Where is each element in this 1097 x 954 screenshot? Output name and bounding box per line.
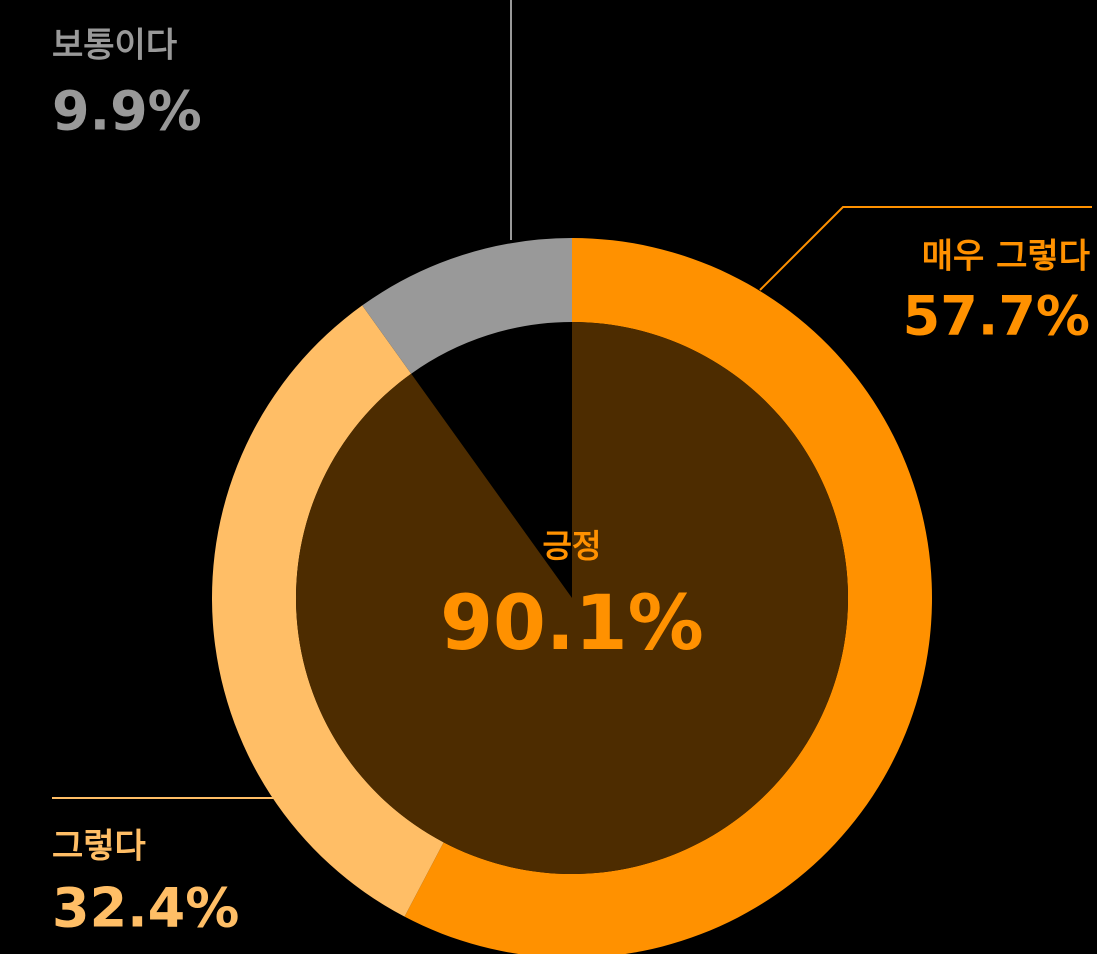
center-label: 긍정 [543, 527, 602, 565]
value-label: 57.7% [903, 285, 1090, 348]
labels: 매우 그렇다 57.7% 그렇다 32.4% 보통이다 9.9% 긍정 90.1% [52, 26, 1090, 940]
value-label: 32.4% [52, 877, 239, 940]
leader-line [759, 206, 1092, 291]
donut-segment [362, 238, 572, 374]
value-label: 9.9% [52, 80, 202, 143]
donut-segment [211, 305, 444, 917]
donut-segment [404, 238, 933, 954]
legend-label: 보통이다 [52, 26, 177, 66]
legend-label: 매우 그렇다 [922, 237, 1090, 277]
positive-sector [295, 322, 848, 874]
donut [211, 238, 933, 954]
center-value: 90.1% [440, 578, 704, 667]
legend-label: 그렇다 [52, 827, 146, 867]
